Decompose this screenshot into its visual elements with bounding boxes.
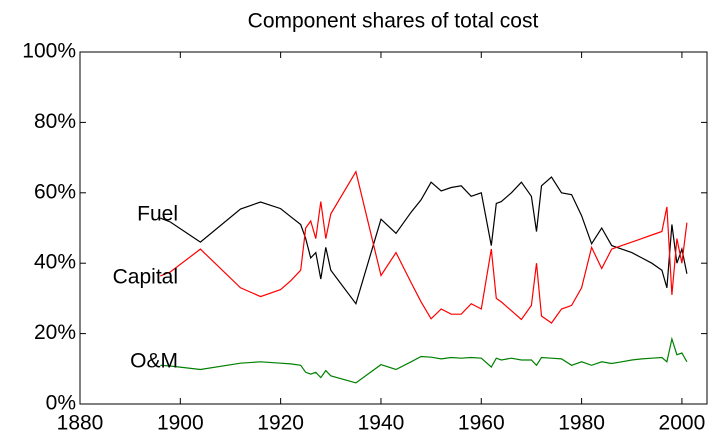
series-label: O&M (130, 350, 178, 373)
series-line (160, 170, 688, 324)
y-tick-label: 20% (34, 321, 76, 344)
plot-frame (79, 51, 708, 405)
y-tick-label: 60% (34, 180, 76, 203)
x-tick-label: 2000 (659, 412, 706, 435)
series-label: Capital (113, 266, 178, 289)
y-tick-label: 0% (46, 392, 76, 415)
chart-title: Component shares of total cost (248, 10, 539, 33)
series-line (160, 336, 688, 384)
x-tick-label: 1880 (57, 412, 104, 435)
y-tick-label: 100% (22, 40, 76, 63)
x-tick-label: 1920 (257, 412, 304, 435)
x-tick-label: 1940 (358, 412, 405, 435)
series-label: Fuel (137, 203, 178, 226)
y-tick-label: 40% (34, 251, 76, 274)
y-tick-label: 80% (34, 110, 76, 133)
x-tick-label: 1960 (458, 412, 505, 435)
series-line (160, 176, 688, 306)
x-tick-label: 1900 (157, 412, 204, 435)
x-tick-label: 1980 (558, 412, 605, 435)
